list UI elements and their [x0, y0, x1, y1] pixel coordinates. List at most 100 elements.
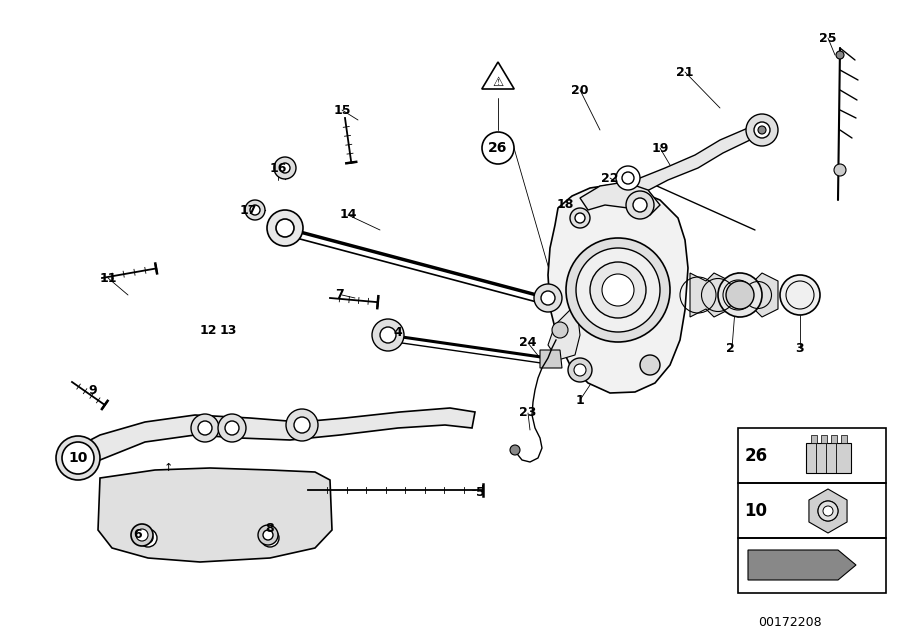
Circle shape: [265, 533, 275, 543]
Circle shape: [836, 51, 844, 59]
Circle shape: [576, 248, 660, 332]
Circle shape: [276, 219, 294, 237]
Polygon shape: [548, 310, 580, 360]
Polygon shape: [690, 273, 778, 317]
Circle shape: [131, 524, 153, 546]
Text: 15: 15: [333, 104, 351, 116]
Circle shape: [250, 205, 260, 215]
Text: 7: 7: [336, 289, 345, 301]
Circle shape: [534, 284, 562, 312]
Circle shape: [590, 262, 646, 318]
Circle shape: [818, 501, 838, 521]
Text: 17: 17: [239, 204, 256, 216]
Circle shape: [198, 421, 212, 435]
Bar: [831, 435, 837, 443]
Circle shape: [780, 275, 820, 315]
Circle shape: [602, 274, 634, 306]
Polygon shape: [806, 443, 851, 473]
Circle shape: [136, 529, 148, 541]
Bar: [738, 483, 886, 538]
Circle shape: [274, 157, 296, 179]
Circle shape: [261, 529, 279, 547]
Circle shape: [143, 533, 153, 543]
Text: 10: 10: [744, 502, 768, 520]
Circle shape: [810, 493, 846, 529]
Circle shape: [372, 319, 404, 351]
Polygon shape: [580, 182, 660, 215]
Circle shape: [834, 164, 846, 176]
Circle shape: [746, 114, 778, 146]
Polygon shape: [618, 125, 762, 202]
Text: 23: 23: [519, 406, 536, 420]
Polygon shape: [540, 350, 562, 368]
Bar: [738, 538, 886, 593]
Circle shape: [510, 445, 520, 455]
Circle shape: [754, 122, 770, 138]
Circle shape: [552, 322, 568, 338]
Circle shape: [225, 421, 239, 435]
Circle shape: [568, 358, 592, 382]
Circle shape: [280, 163, 290, 173]
Circle shape: [616, 166, 640, 190]
Polygon shape: [748, 550, 856, 580]
Circle shape: [286, 409, 318, 441]
Text: 20: 20: [572, 83, 589, 97]
Polygon shape: [75, 408, 475, 468]
Polygon shape: [548, 185, 688, 393]
Text: 26: 26: [744, 447, 768, 465]
Circle shape: [626, 191, 654, 219]
Circle shape: [245, 200, 265, 220]
Circle shape: [258, 525, 278, 545]
Text: 1: 1: [576, 394, 584, 406]
Text: 9: 9: [89, 384, 97, 396]
Circle shape: [482, 132, 514, 164]
Circle shape: [56, 436, 100, 480]
Circle shape: [139, 529, 157, 547]
Text: 21: 21: [676, 66, 694, 78]
Text: 00172208: 00172208: [758, 616, 822, 628]
Circle shape: [640, 355, 660, 375]
Circle shape: [574, 364, 586, 376]
Bar: [811, 435, 817, 443]
Text: 22: 22: [601, 172, 619, 184]
Text: 12: 12: [199, 324, 217, 336]
Circle shape: [570, 208, 590, 228]
Circle shape: [218, 414, 246, 442]
Text: 3: 3: [796, 342, 805, 354]
Circle shape: [263, 530, 273, 540]
Text: 2: 2: [725, 342, 734, 354]
Circle shape: [633, 198, 647, 212]
Text: ↑: ↑: [163, 463, 173, 473]
Text: 25: 25: [819, 32, 837, 45]
Circle shape: [818, 501, 838, 521]
Circle shape: [566, 238, 670, 342]
Circle shape: [62, 442, 94, 474]
Circle shape: [541, 291, 555, 305]
Text: 14: 14: [339, 209, 356, 221]
Text: 10: 10: [68, 451, 87, 465]
Text: 19: 19: [652, 141, 669, 155]
Text: 16: 16: [269, 162, 287, 174]
Circle shape: [294, 417, 310, 433]
Text: 18: 18: [556, 198, 573, 212]
Circle shape: [758, 126, 766, 134]
Text: 4: 4: [393, 326, 402, 340]
Circle shape: [67, 447, 89, 469]
Circle shape: [191, 414, 219, 442]
Text: 24: 24: [519, 336, 536, 350]
Circle shape: [726, 281, 754, 309]
Text: 8: 8: [266, 522, 274, 534]
Polygon shape: [809, 489, 847, 533]
Bar: [738, 428, 886, 483]
Text: 6: 6: [134, 529, 142, 541]
Bar: [821, 435, 827, 443]
Circle shape: [380, 327, 396, 343]
Text: 26: 26: [489, 141, 508, 155]
Circle shape: [718, 273, 762, 317]
Text: 5: 5: [475, 485, 484, 499]
Bar: [841, 435, 847, 443]
Text: 11: 11: [99, 272, 117, 284]
Polygon shape: [98, 468, 332, 562]
Circle shape: [622, 172, 634, 184]
Circle shape: [575, 213, 585, 223]
